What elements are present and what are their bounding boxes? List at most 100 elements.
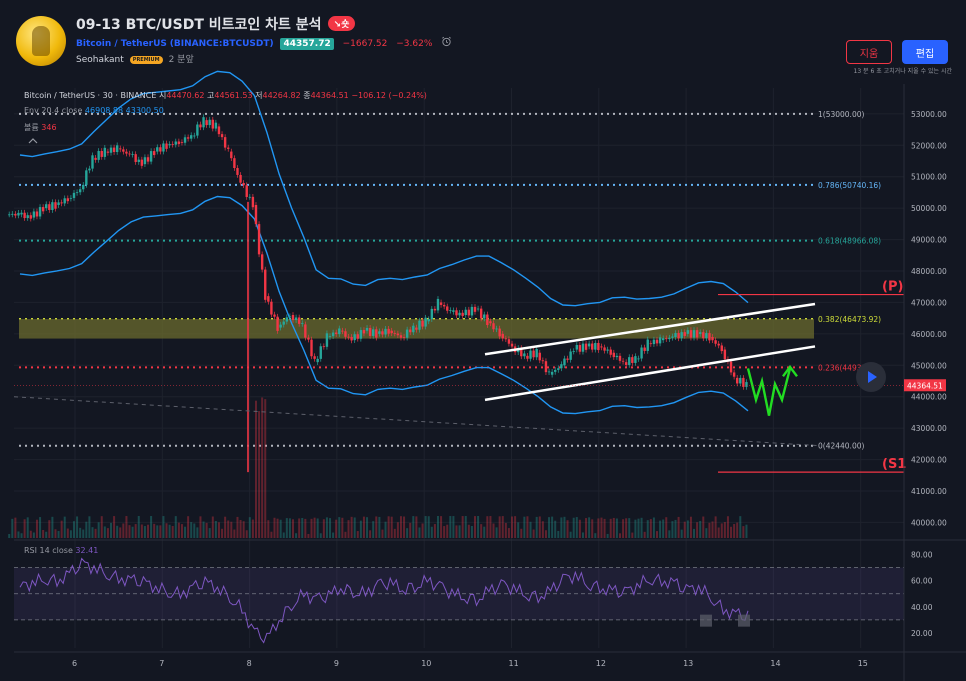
volume-legend[interactable]: 볼륨 346 (24, 122, 57, 133)
volume-bar (390, 516, 393, 538)
play-icon[interactable] (856, 362, 886, 392)
price-change: −1667.52 (342, 39, 388, 49)
volume-bar (739, 516, 742, 538)
author-name[interactable]: Seohakant (76, 55, 124, 65)
volume-bar (532, 529, 535, 538)
volume-bar (745, 524, 748, 538)
candle-body (415, 327, 418, 330)
time-tick-label: 14 (770, 659, 780, 668)
volume-bar (221, 528, 224, 538)
candle-body (159, 147, 162, 152)
volume-bar (29, 530, 32, 538)
fib-level-label: 0(42440.00) (818, 442, 864, 451)
volume-bar (350, 516, 353, 538)
volume-bar (254, 400, 257, 538)
candle-body (344, 331, 347, 337)
envelope-legend[interactable]: Env 20.4 close 46908.88 43300.50 (24, 106, 164, 115)
volume-bar (162, 516, 165, 538)
volume-bar (69, 530, 72, 538)
candle-body (498, 328, 501, 337)
edit-button[interactable]: 편집 (902, 40, 948, 64)
time-tick-label: 9 (334, 659, 339, 668)
candle-body (134, 154, 137, 162)
volume-bar (335, 519, 338, 538)
candle-body (609, 349, 612, 355)
volume-bar (560, 517, 563, 538)
candle-body (393, 333, 396, 334)
candle-body (591, 343, 594, 350)
volume-bar (443, 526, 446, 538)
symbol-ticker[interactable]: (BINANCE:BTCUSDT) (169, 39, 274, 49)
candle-body (671, 336, 674, 338)
volume-bar (94, 528, 97, 538)
volume-bar (122, 523, 125, 538)
symbol-line: Bitcoin / TetherUS (BINANCE:BTCUSDT) 443… (76, 36, 452, 50)
volume-bar (85, 521, 88, 538)
volume-bar (72, 521, 75, 538)
candle-body (612, 352, 616, 358)
volume-bar (332, 532, 335, 538)
candle-body (137, 159, 140, 162)
volume-bar (26, 517, 29, 538)
candle-body (424, 317, 427, 327)
alarm-clock-icon[interactable] (441, 36, 452, 47)
candle-body (273, 314, 276, 317)
volume-bar (23, 519, 26, 538)
volume-bar (696, 522, 699, 538)
candle-body (646, 339, 649, 351)
volume-bar (693, 528, 696, 538)
candle-body (615, 355, 619, 358)
volume-bar (180, 524, 183, 538)
volume-bar (628, 518, 631, 538)
volume-bar (384, 521, 387, 538)
volume-bar (409, 522, 412, 538)
chevron-up-icon[interactable] (26, 136, 40, 146)
volume-bar (686, 520, 689, 538)
volume-bar (625, 518, 628, 538)
candle-body (427, 319, 430, 322)
candle-body (11, 213, 14, 215)
candle-body (282, 321, 285, 325)
volume-bar (415, 516, 418, 538)
candle-body (649, 343, 653, 345)
volume-bar (631, 532, 634, 538)
candle-body (526, 355, 529, 359)
candle-body (523, 353, 526, 357)
volume-bar (649, 519, 652, 538)
volume-bar (529, 521, 532, 538)
last-price-badge: 44357.72 (280, 38, 334, 50)
candle-body (665, 338, 668, 340)
candle-body (35, 211, 39, 217)
volume-bar (224, 516, 227, 538)
volume-bar (591, 519, 594, 538)
candle-body (233, 158, 236, 169)
volume-bar (711, 521, 714, 538)
candle-body (183, 137, 187, 143)
pivot-label: (S1 (882, 457, 906, 472)
volume-bar (594, 533, 597, 538)
volume-bar (452, 516, 455, 538)
volume-bar (575, 517, 578, 538)
delete-button[interactable]: 지움 (846, 40, 892, 64)
candle-body (186, 137, 190, 139)
candle-body (294, 317, 298, 321)
volume-bar (535, 516, 538, 538)
author-avatar[interactable] (16, 16, 66, 66)
candle-body (628, 357, 631, 365)
candle-body (122, 149, 125, 152)
rsi-tick-label: 20.00 (911, 629, 933, 638)
rsi-legend[interactable]: RSI 14 close 32.41 (24, 546, 98, 555)
volume-bar (569, 531, 572, 538)
candle-body (362, 330, 366, 334)
candle-body (322, 346, 326, 348)
candle-body (359, 330, 363, 339)
symbol-name[interactable]: Bitcoin / TetherUS (76, 39, 167, 49)
volume-bar (310, 518, 313, 538)
volume-bar (187, 516, 190, 538)
close-label: 종 (303, 91, 311, 100)
candle-body (387, 328, 390, 334)
candle-body (495, 328, 498, 330)
candle-body (603, 347, 606, 351)
price-tick-label: 52000.00 (911, 141, 947, 150)
